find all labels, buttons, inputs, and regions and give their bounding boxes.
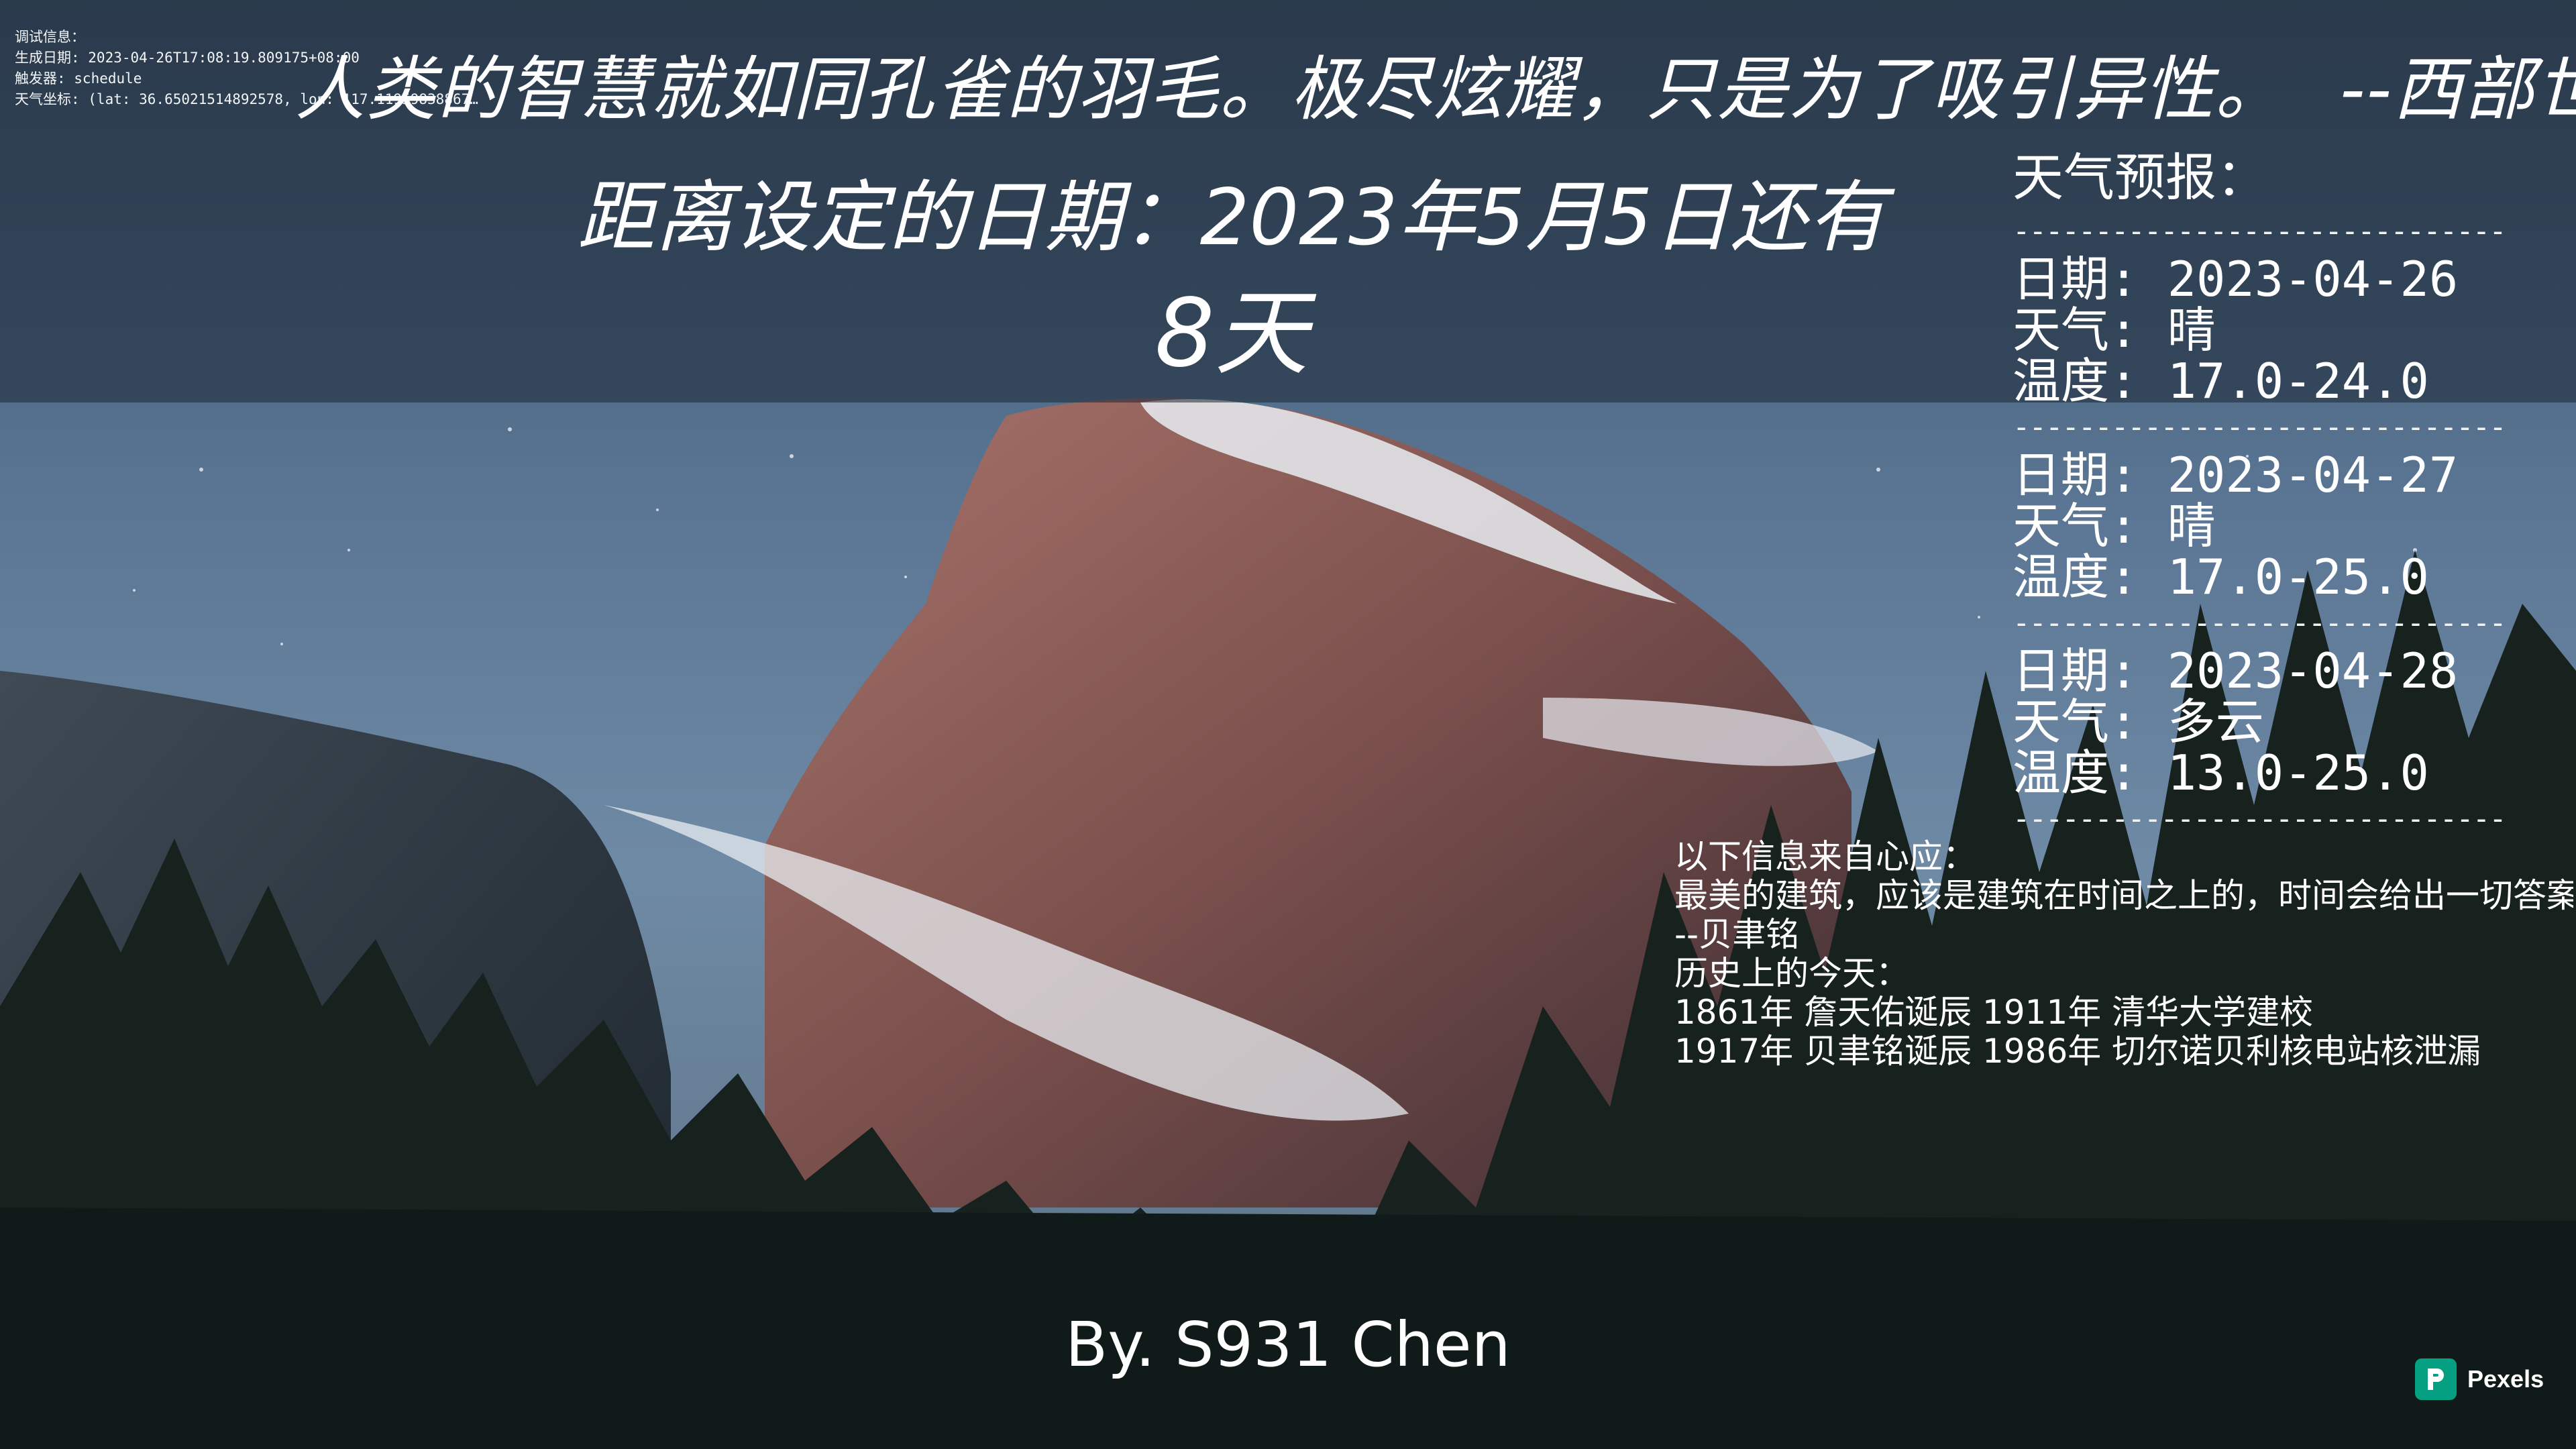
weather-day: 日期: 2023-04-28 天气: 多云 温度: 13.0-25.0 bbox=[2012, 640, 2522, 802]
weather-date: 日期: 2023-04-26 bbox=[2012, 251, 2459, 307]
quote: 人类的智慧就如同孔雀的羽毛。极尽炫耀，只是为了吸引异性。 --西部世界 bbox=[295, 39, 2576, 140]
info-quote-author: --贝聿铭 bbox=[1674, 915, 1800, 954]
countdown-days: 8天 bbox=[0, 274, 2576, 394]
history-line: 1917年 贝聿铭诞辰 1986年 切尔诺贝利核电站核泄漏 bbox=[1674, 1032, 2481, 1071]
weather-divider: -------------------------------- bbox=[2012, 411, 2509, 444]
weather-title: 天气预报： bbox=[2012, 148, 2267, 207]
weather-condition: 天气: 多云 bbox=[2012, 694, 2264, 750]
weather-forecast: 天气预报： -------------------------------- 日… bbox=[2012, 141, 2522, 836]
pexels-label: Pexels bbox=[2467, 1365, 2544, 1393]
countdown-title-text: 距离设定的日期：2023年5月5日还有 bbox=[577, 172, 1886, 263]
weather-temperature: 温度: 13.0-25.0 bbox=[2012, 745, 2429, 801]
weather-date: 日期: 2023-04-27 bbox=[2012, 447, 2459, 503]
weather-divider: -------------------------------- bbox=[2012, 802, 2509, 836]
weather-divider: -------------------------------- bbox=[2012, 215, 2509, 248]
info-panel: 以下信息来自心应： 最美的建筑，应该是建筑在时间之上的，时间会给出一切答案。 -… bbox=[1674, 837, 2573, 1071]
weather-temperature: 温度: 17.0-25.0 bbox=[2012, 549, 2429, 605]
pexels-watermark: Pexels bbox=[2415, 1358, 2544, 1401]
history-line: 1861年 詹天佑诞辰 1911年 清华大学建校 bbox=[1674, 993, 2314, 1032]
weather-temperature: 温度: 17.0-24.0 bbox=[2012, 353, 2429, 409]
info-quote: 最美的建筑，应该是建筑在时间之上的，时间会给出一切答案。 bbox=[1674, 876, 2573, 915]
history-title: 历史上的今天： bbox=[1674, 954, 1909, 993]
countdown-days-value: 8天 bbox=[1155, 279, 1309, 388]
countdown-title: 距离设定的日期：2023年5月5日还有 bbox=[0, 168, 2576, 268]
pexels-logo-icon bbox=[2415, 1358, 2457, 1400]
weather-day: 日期: 2023-04-27 天气: 晴 温度: 17.0-25.0 bbox=[2012, 444, 2522, 606]
weather-condition: 天气: 晴 bbox=[2012, 498, 2216, 554]
author-credit: By. S931 Chen bbox=[1065, 1309, 1511, 1381]
weather-date: 日期: 2023-04-28 bbox=[2012, 643, 2459, 699]
weather-day: 日期: 2023-04-26 天气: 晴 温度: 17.0-24.0 bbox=[2012, 248, 2522, 411]
weather-divider: -------------------------------- bbox=[2012, 606, 2509, 640]
header-overlay bbox=[0, 0, 2576, 402]
quote-author: --西部世界 bbox=[2340, 48, 2576, 130]
weather-condition: 天气: 晴 bbox=[2012, 302, 2216, 358]
info-source: 以下信息来自心应： bbox=[1674, 837, 1976, 876]
quote-text: 人类的智慧就如同孔雀的羽毛。极尽炫耀，只是为了吸引异性。 bbox=[295, 48, 2287, 130]
